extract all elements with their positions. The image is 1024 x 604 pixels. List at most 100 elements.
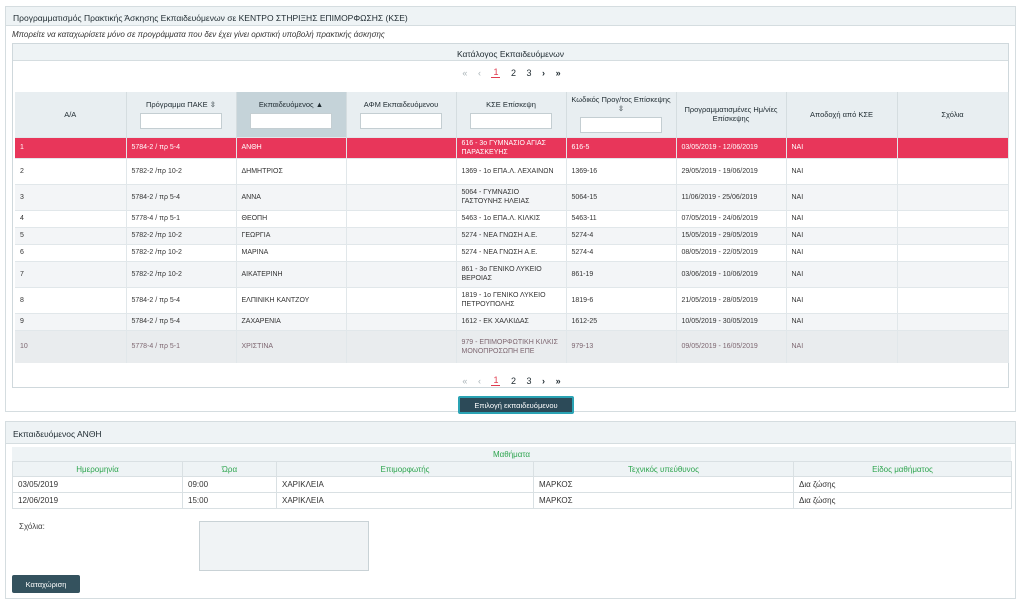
cell-afm (346, 226, 457, 244)
cell-comments (897, 329, 1009, 363)
col-kse[interactable]: ΚΣΕ Επίσκεψη (456, 92, 567, 137)
last-page-icon[interactable]: » (555, 375, 561, 386)
lesson-time: 09:00 (182, 476, 277, 493)
page-3[interactable]: 3 (526, 67, 532, 78)
table-row[interactable]: 2 5782-2 /πρ 10-2 ΔΗΜΗΤΡΙΟΣ 1369 - 1ο ΕΠΑ.Λ… (15, 157, 1009, 184)
cell-kse: 5064 - ΓΥΜΝΑΣΙΟ ΓΑΣΤΟΥΝΗΣ ΗΛΕΙΑΣ (456, 183, 567, 210)
cell-aa: 5 (15, 226, 127, 244)
trainee-filter-input[interactable] (250, 112, 332, 129)
col-dates: Προγραμματισμένες Ημ/νίες Επίσκεψης (676, 92, 787, 137)
cell-dates: 03/06/2019 - 10/06/2019 (676, 260, 787, 287)
trainee-table: Α/Α Πρόγραμμα ΠΑΚΕ ⇳ Εκπαιδευόμενος ▲ ΑΦ… (15, 92, 1009, 363)
col-trainee[interactable]: Εκπαιδευόμενος ▲ (236, 92, 347, 137)
cell-code: 5274-4 (566, 243, 677, 261)
col-program[interactable]: Πρόγραμμα ΠΑΚΕ ⇳ (126, 92, 237, 137)
kse-filter-input[interactable] (470, 112, 552, 129)
table-row[interactable]: 1 5784-2 / πρ 5-4 ΑΝΘΗ 616 - 3ο ΓΥΜΝΑΣΙΟ ΑΓ… (15, 136, 1009, 158)
page-3[interactable]: 3 (526, 375, 532, 386)
select-trainee-button[interactable]: Επιλογή εκπαιδευόμενου (458, 396, 574, 414)
prev-page-icon[interactable]: ‹ (477, 375, 481, 386)
trainee-detail-panel: Εκπαιδευόμενος ΑΝΘΗ Μαθήματα Ημερομηνία … (5, 421, 1016, 599)
cell-comments (897, 243, 1009, 261)
lesson-date: 12/06/2019 (12, 492, 183, 509)
lesson-type: Δια ζώσης (793, 492, 1012, 509)
col-comments: Σχόλια (897, 92, 1009, 137)
page-2[interactable]: 2 (510, 67, 516, 78)
pagination-top: « ‹ 1 2 3 › » (13, 67, 1010, 81)
code-filter-input[interactable] (580, 117, 662, 134)
first-page-icon[interactable]: « (462, 375, 468, 386)
lesson-row[interactable]: 03/05/2019 09:00 ΧΑΡΙΚΛΕΙΑ ΜΑΡΚΟΣ Δια ζώσης (12, 476, 1012, 493)
table-row[interactable]: 9 5784-2 / πρ 5-4 ΖΑΧΑΡΕΝΙΑ 1612 - ΕΚ ΧΑΛΚΙ… (15, 312, 1009, 330)
cell-aa: 1 (15, 136, 127, 158)
cell-accept: ΝΑΙ (786, 286, 898, 313)
cell-trainee: ΓΕΩΡΓΙΑ (236, 226, 347, 244)
cell-kse: 979 - ΕΠΙΜΟΡΦΩΤΙΚΗ ΚΙΛΚΙΣ ΜΟΝΟΠΡΟΣΩΠΗ ΕΠ… (456, 329, 567, 363)
lesson-row[interactable]: 12/06/2019 15:00 ΧΑΡΙΚΛΕΙΑ ΜΑΡΚΟΣ Δια ζώσης (12, 492, 1012, 509)
sort-icon[interactable]: ⇳ (209, 99, 217, 109)
program-filter-input[interactable] (140, 112, 222, 129)
col-accept: Αποδοχή από ΚΣΕ (786, 92, 898, 137)
cell-dates: 08/05/2019 - 22/05/2019 (676, 243, 787, 261)
cell-accept: ΝΑΙ (786, 226, 898, 244)
cell-code: 5463-11 (566, 209, 677, 227)
comments-textarea[interactable] (199, 521, 369, 571)
lesson-time: 15:00 (182, 492, 277, 509)
lesson-date: 03/05/2019 (12, 476, 183, 493)
sort-icon[interactable]: ⇳ (617, 104, 625, 114)
cell-afm (346, 157, 457, 184)
cell-trainee: ΖΑΧΑΡΕΝΙΑ (236, 312, 347, 330)
cell-dates: 29/05/2019 - 19/06/2019 (676, 157, 787, 184)
info-note: Μπορείτε να καταχωρίσετε μόνο σε προγράμ… (12, 30, 385, 39)
sort-asc-icon[interactable]: ▲ (315, 99, 324, 109)
cell-aa: 6 (15, 243, 127, 261)
last-page-icon[interactable]: » (555, 67, 561, 78)
cell-code: 861-19 (566, 260, 677, 287)
cell-accept: ΝΑΙ (786, 260, 898, 287)
cell-aa: 3 (15, 183, 127, 210)
pagination-bottom: « ‹ 1 2 3 › » (13, 375, 1010, 389)
col-type: Είδος μαθήματος (793, 461, 1012, 477)
table-row[interactable]: 4 5778-4 / πρ 5-1 ΘΕΟΠΗ 5463 - 1ο ΕΠΑ.Λ. ΚΙ… (15, 209, 1009, 227)
afm-filter-input[interactable] (360, 112, 442, 129)
table-row[interactable]: 6 5782-2 /πρ 10-2 ΜΑΡΙΝΑ 5274 - ΝΕΑ ΓΝΩΣΗ Α… (15, 243, 1009, 261)
page-1[interactable]: 1 (491, 67, 501, 79)
cell-comments (897, 209, 1009, 227)
next-page-icon[interactable]: › (542, 67, 546, 78)
cell-accept: ΝΑΙ (786, 136, 898, 158)
next-page-icon[interactable]: › (542, 375, 546, 386)
cell-comments (897, 226, 1009, 244)
prev-page-icon[interactable]: ‹ (477, 67, 481, 78)
cell-program: 5782-2 /πρ 10-2 (126, 243, 237, 261)
cell-trainee: ΔΗΜΗΤΡΙΟΣ (236, 157, 347, 184)
cell-dates: 09/05/2019 - 16/05/2019 (676, 329, 787, 363)
cell-comments (897, 136, 1009, 158)
cell-accept: ΝΑΙ (786, 329, 898, 363)
cell-program: 5778-4 / πρ 5-1 (126, 329, 237, 363)
table-row[interactable]: 3 5784-2 / πρ 5-4 ΑΝΝΑ 5064 - ΓΥΜΝΑΣΙΟ ΓΑΣΤ… (15, 183, 1009, 210)
col-afm[interactable]: ΑΦΜ Εκπαιδευόμενου (346, 92, 457, 137)
trainee-list-box: Κατάλογος Εκπαιδευόμενων « ‹ 1 2 3 › » Α… (12, 43, 1009, 388)
table-row[interactable]: 5 5782-2 /πρ 10-2 ΓΕΩΡΓΙΑ 5274 - ΝΕΑ ΓΝΩΣΗ … (15, 226, 1009, 244)
page-2[interactable]: 2 (510, 375, 516, 386)
page-1[interactable]: 1 (491, 375, 501, 387)
cell-kse: 1369 - 1ο ΕΠΑ.Λ. ΛΕΧΑΙΝΩΝ (456, 157, 567, 184)
cell-aa: 2 (15, 157, 127, 184)
cell-program: 5784-2 / πρ 5-4 (126, 183, 237, 210)
cell-program: 5782-2 /πρ 10-2 (126, 157, 237, 184)
col-code[interactable]: Κωδικός Προγ/τος Επίσκεψης ⇳ (566, 92, 677, 137)
trainee-list-title: Κατάλογος Εκπαιδευόμενων (13, 44, 1008, 61)
table-row[interactable]: 7 5782-2 /πρ 10-2 ΑΙΚΑΤΕΡΙΝΗ 861 - 3ο ΓΕΝΙΚ… (15, 260, 1009, 287)
cell-afm (346, 329, 457, 363)
cell-kse: 5274 - ΝΕΑ ΓΝΩΣΗ Α.Ε. (456, 226, 567, 244)
table-row[interactable]: 8 5784-2 / πρ 5-4 ΕΛΠΙΝΙΚΗ ΚΑΝΤΖΟΥ 1819 - 1… (15, 286, 1009, 313)
cell-accept: ΝΑΙ (786, 209, 898, 227)
cell-program: 5784-2 / πρ 5-4 (126, 286, 237, 313)
cell-aa: 7 (15, 260, 127, 287)
cell-trainee: ΕΛΠΙΝΙΚΗ ΚΑΝΤΖΟΥ (236, 286, 347, 313)
cell-dates: 03/05/2019 - 12/06/2019 (676, 136, 787, 158)
first-page-icon[interactable]: « (462, 67, 468, 78)
table-row[interactable]: 10 5778-4 / πρ 5-1 ΧΡΙΣΤΙΝΑ 979 - ΕΠΙΜΟΡΦΩΤ… (15, 329, 1009, 363)
cell-comments (897, 183, 1009, 210)
save-button[interactable]: Καταχώριση (12, 575, 80, 593)
